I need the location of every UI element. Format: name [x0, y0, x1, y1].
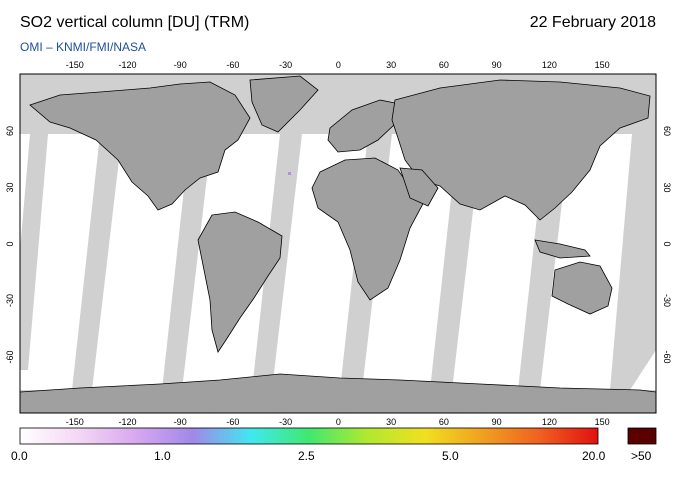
bottom-lon-tick-8: 90 — [492, 417, 502, 427]
bottom-lon-tick-0: -150 — [66, 417, 84, 427]
map-date: 22 February 2018 — [529, 14, 656, 31]
colorbar-overflow-swatch — [627, 427, 657, 445]
left-lat-tick-3: -30 — [5, 294, 15, 307]
greenland — [249, 75, 319, 133]
top-lon-tick-7: 60 — [439, 60, 449, 70]
colorbar-label-0: 0.0 — [11, 449, 28, 463]
bottom-lon-tick-3: -60 — [226, 417, 239, 427]
top-lon-tick-10: 150 — [595, 60, 610, 70]
top-lon-tick-2: -90 — [174, 60, 187, 70]
top-lon-tick-4: -30 — [279, 60, 292, 70]
right-lat-tick-4: -60 — [662, 350, 672, 363]
europe — [327, 99, 401, 153]
colorbar-label-3: 5.0 — [442, 449, 459, 463]
left-lat-tick-0: 60 — [5, 126, 15, 136]
bottom-lon-tick-7: 60 — [439, 417, 449, 427]
axis-ticks: -150 -150 -120 -120 -90 -90 -60 -60 -30 -30 0 0 30 30… — [5, 60, 672, 427]
left-lat-tick-4: -60 — [5, 350, 15, 363]
top-lon-tick-6: 30 — [386, 60, 396, 70]
bottom-lon-tick-10: 150 — [595, 417, 610, 427]
africa — [311, 157, 426, 301]
right-lat-tick-1: 30 — [662, 182, 672, 192]
colorbar-label-1: 1.0 — [154, 449, 171, 463]
bottom-lon-tick-6: 30 — [386, 417, 396, 427]
so2-speck — [288, 172, 291, 175]
colorbar-label-4: 20.0 — [582, 449, 606, 463]
top-lon-tick-9: 120 — [542, 60, 557, 70]
top-lon-tick-5: 0 — [336, 60, 341, 70]
map-title: SO2 vertical column [DU] (TRM) — [20, 14, 250, 31]
land-masses — [20, 75, 656, 413]
bottom-lon-tick-4: -30 — [279, 417, 292, 427]
bottom-lon-tick-9: 120 — [542, 417, 557, 427]
top-lon-tick-1: -120 — [118, 60, 136, 70]
top-lon-tick-0: -150 — [66, 60, 84, 70]
bottom-lon-tick-5: 0 — [336, 417, 341, 427]
top-lon-tick-8: 90 — [492, 60, 502, 70]
colorbar-overflow-label: >50 — [631, 449, 652, 463]
north-america — [29, 81, 251, 211]
left-lat-tick-2: 0 — [5, 241, 15, 246]
bottom-lon-tick-1: -120 — [118, 417, 136, 427]
right-lat-tick-2: 0 — [662, 241, 672, 246]
indonesia — [534, 239, 591, 259]
arabia — [399, 167, 439, 207]
left-lat-tick-1: 30 — [5, 182, 15, 192]
bottom-lon-tick-2: -90 — [174, 417, 187, 427]
antarctica — [20, 373, 656, 413]
map-frame — [19, 73, 657, 414]
colorbar-label-2: 2.5 — [298, 449, 315, 463]
australia — [551, 261, 613, 315]
south-america — [197, 211, 283, 353]
credit-line: OMI – KNMI/FMI/NASA — [20, 40, 147, 54]
right-lat-tick-3: -30 — [662, 294, 672, 307]
colorbar — [19, 427, 599, 445]
top-lon-tick-3: -60 — [226, 60, 239, 70]
right-lat-tick-0: 60 — [662, 126, 672, 136]
